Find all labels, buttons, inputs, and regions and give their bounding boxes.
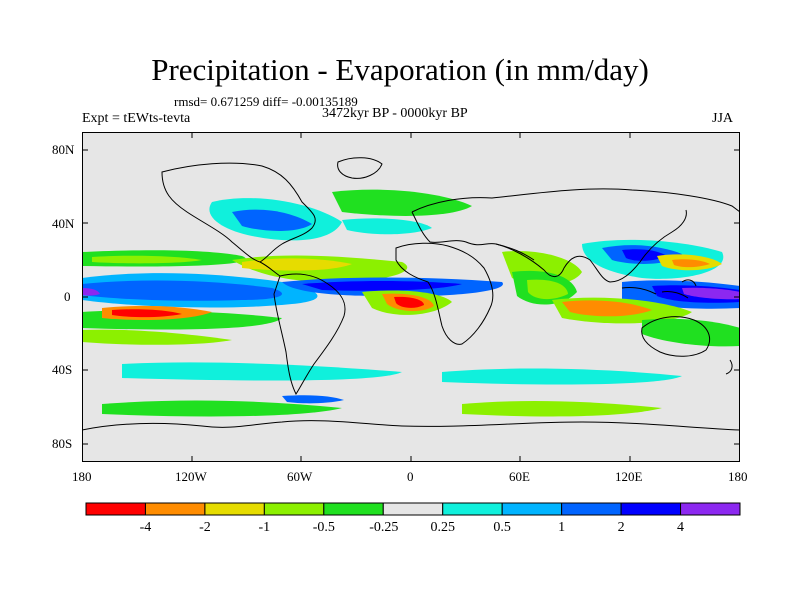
lon-label-60w: 60W: [287, 469, 313, 484]
lon-label-120e: 120E: [615, 469, 643, 484]
colorbar-label-1: -2: [199, 520, 211, 535]
colorbar-box-0: [85, 502, 146, 516]
period-label: 3472kyr BP - 0000kyr BP: [322, 106, 468, 121]
coast-eurasia-north: [411, 188, 740, 213]
coast-antarctica: [82, 420, 740, 431]
colorbar-box-5: [382, 502, 444, 516]
colorbar-box-10: [680, 502, 741, 516]
lon-label-120w: 120W: [175, 469, 207, 484]
coast-greenland: [337, 157, 383, 179]
lat-label-0: 0: [64, 289, 71, 304]
coast-south-america: [273, 273, 346, 395]
north-atlantic-green: [332, 189, 472, 216]
lat-label-40n: 40N: [52, 216, 75, 231]
southern-ocean-blue: [282, 395, 344, 404]
coastlines: [82, 157, 740, 431]
southern-ocean-green-west: [102, 400, 342, 417]
lon-label-0: 0: [407, 469, 414, 484]
atlantic-itcz-core: [302, 281, 462, 291]
coast-africa: [395, 242, 494, 345]
southern-ocean-cyan-west: [122, 362, 402, 381]
south-atlantic-dry-core: [394, 296, 424, 308]
north-pacific-lightgreen: [92, 255, 202, 264]
dateline-max: [82, 288, 100, 296]
coast-north-america: [161, 162, 316, 263]
coast-new-zealand: [725, 359, 733, 375]
lon-label-180-east: 180: [728, 469, 748, 484]
southern-ocean-cyan-east: [442, 368, 682, 385]
south-pacific-lightgreen: [82, 329, 232, 345]
colorbar-box-2: [204, 502, 265, 516]
colorbar-label-8: 2: [617, 520, 625, 535]
north-atlantic-cyan: [342, 218, 432, 235]
southwest-pacific-green: [642, 318, 740, 347]
coast-central-america: [259, 261, 281, 277]
season-label: JJA: [712, 111, 734, 126]
colorbar: [85, 502, 741, 516]
rmsd-diff-label: rmsd= 0.671259 diff= -0.00135189: [174, 94, 358, 109]
colorbar-label-6: 0.5: [493, 520, 511, 535]
colorbar-label-2: -1: [258, 520, 271, 535]
southern-ocean-lightgreen-east: [462, 401, 662, 417]
lat-label-40s: 40S: [52, 362, 73, 377]
north-america-core: [232, 209, 312, 231]
lon-label-180-west: 180: [72, 469, 92, 484]
colorbar-label-5: 0.25: [430, 520, 455, 535]
coast-south-asia: [495, 209, 687, 283]
colorbar-box-1: [144, 502, 206, 516]
plot-title: Precipitation - Evaporation (in mm/day): [151, 52, 649, 87]
coast-australia: [641, 316, 710, 357]
tick-marks: [82, 132, 740, 462]
colorbar-box-8: [561, 502, 622, 516]
colorbar-box-9: [620, 502, 682, 516]
anomaly-fields: [82, 189, 740, 417]
colorbar-label-0: -4: [139, 520, 152, 535]
indian-ocean-dry: [562, 300, 652, 317]
colorbar-label-3: -0.5: [312, 520, 335, 535]
colorbar-label-9: 4: [677, 520, 685, 535]
central-africa-lightgreen: [527, 279, 568, 300]
colorbar-box-7: [501, 502, 563, 516]
tropical-pacific-core: [82, 280, 282, 301]
lat-label-80s: 80S: [52, 436, 73, 451]
colorbar-box-6: [442, 502, 503, 516]
colorbar-label-4: -0.25: [369, 520, 399, 535]
colorbar-box-3: [263, 502, 325, 516]
west-pacific-orange: [672, 259, 710, 268]
lat-label-80n: 80N: [52, 142, 75, 157]
lon-label-60e: 60E: [509, 469, 530, 484]
colorbar-box-4: [323, 502, 384, 516]
south-pacific-dry-core: [112, 309, 182, 318]
coast-indonesia: [621, 279, 697, 299]
maritime-continent-max: [682, 287, 740, 300]
experiment-label: Expt = tEWts-tevta: [82, 111, 191, 126]
world-map: [82, 132, 740, 462]
colorbar-label-7: 1: [558, 520, 566, 535]
colorbar-boxes: [85, 502, 741, 516]
